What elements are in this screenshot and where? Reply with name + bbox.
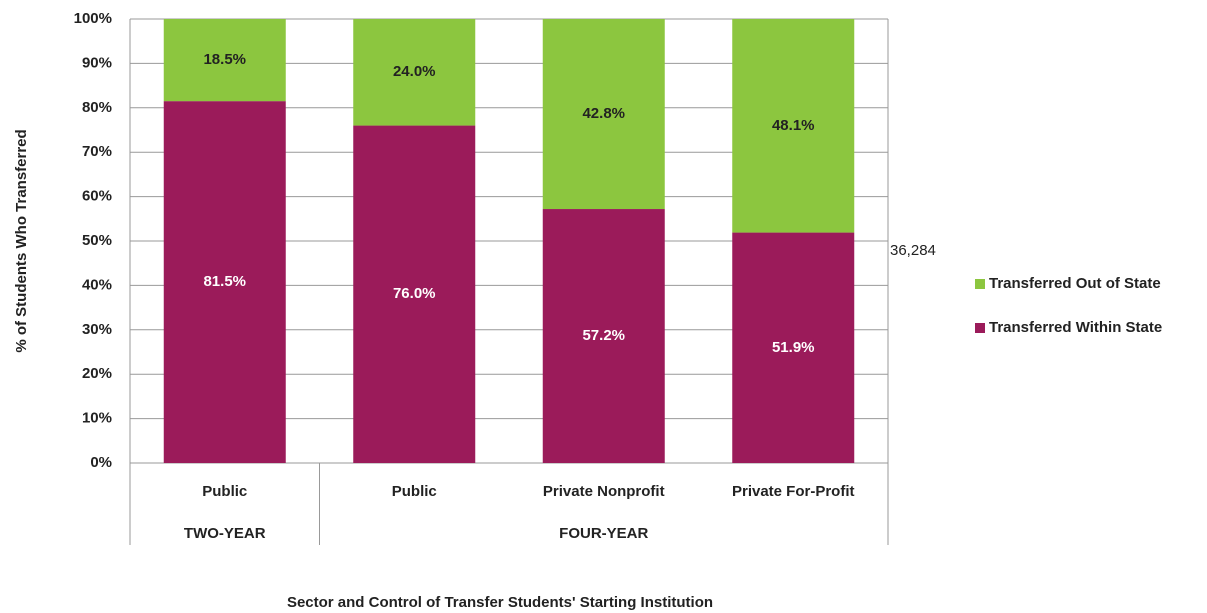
value-label: 81.5% bbox=[203, 273, 246, 290]
bar-segment bbox=[542, 209, 665, 463]
y-tick-label: 70% bbox=[82, 143, 112, 160]
value-label: 18.5% bbox=[203, 51, 246, 68]
y-tick-label: 0% bbox=[90, 454, 112, 471]
group-label: TWO-YEAR bbox=[184, 525, 266, 542]
annotation: 36,284 bbox=[890, 242, 936, 259]
value-label: 76.0% bbox=[393, 285, 436, 302]
x-tick-label: Public bbox=[392, 483, 437, 500]
bar-segment bbox=[542, 19, 665, 210]
bar-segment bbox=[163, 19, 286, 102]
x-tick-label: Public bbox=[202, 483, 247, 500]
group-label: FOUR-YEAR bbox=[559, 525, 648, 542]
legend-label: Transferred Out of State bbox=[989, 275, 1161, 292]
x-tick-label: Private Nonprofit bbox=[543, 483, 665, 500]
y-tick-label: 100% bbox=[74, 10, 112, 27]
x-tick-label: Private For-Profit bbox=[732, 483, 855, 500]
y-tick-label: 90% bbox=[82, 54, 112, 71]
y-tick-label: 20% bbox=[82, 365, 112, 382]
y-tick-label: 30% bbox=[82, 321, 112, 338]
value-label: 57.2% bbox=[582, 327, 625, 344]
legend-label: Transferred Within State bbox=[989, 319, 1162, 336]
bar-segment bbox=[732, 19, 855, 233]
value-label: 51.9% bbox=[772, 339, 815, 356]
bar-segment bbox=[163, 101, 286, 463]
bar-segment bbox=[353, 125, 476, 463]
y-tick-label: 10% bbox=[82, 410, 112, 427]
bar-segment bbox=[353, 19, 476, 126]
legend-swatch bbox=[975, 323, 985, 333]
x-axis-label: Sector and Control of Transfer Students'… bbox=[287, 594, 713, 611]
y-tick-label: 40% bbox=[82, 276, 112, 293]
y-tick-label: 50% bbox=[82, 232, 112, 249]
y-tick-label: 60% bbox=[82, 188, 112, 205]
value-label: 42.8% bbox=[582, 105, 625, 122]
value-label: 24.0% bbox=[393, 63, 436, 80]
y-tick-label: 80% bbox=[82, 99, 112, 116]
bar-segment bbox=[732, 232, 855, 463]
value-label: 48.1% bbox=[772, 117, 815, 134]
y-axis-label: % of Students Who Transferred bbox=[13, 129, 30, 352]
legend-swatch bbox=[975, 279, 985, 289]
